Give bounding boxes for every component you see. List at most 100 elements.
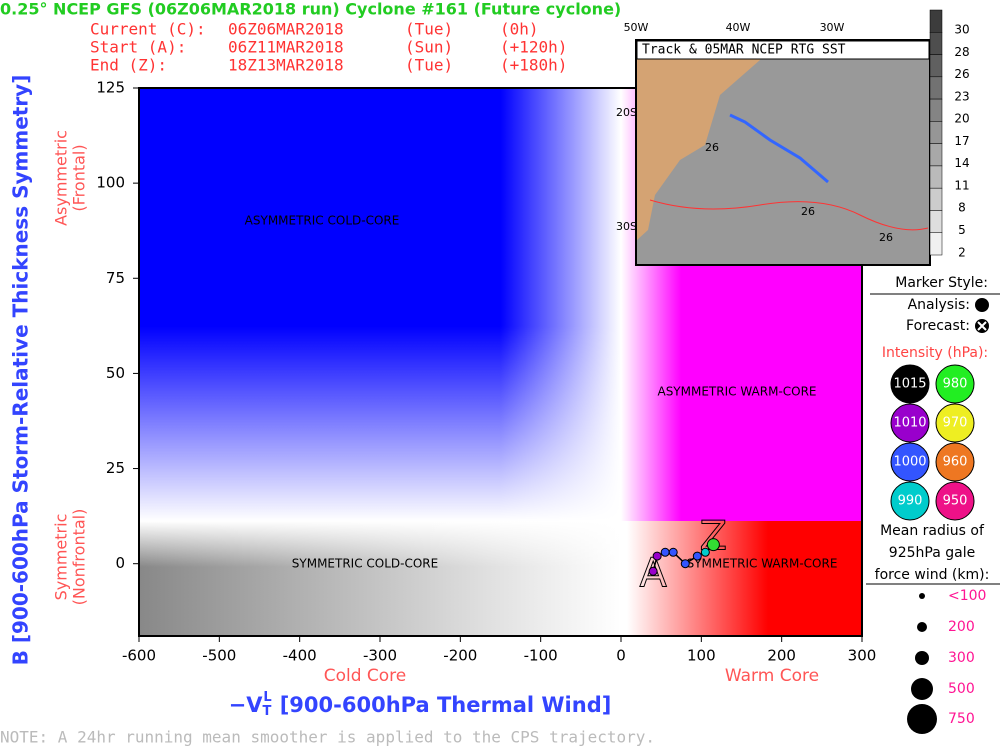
radius-label: 300 — [948, 650, 975, 666]
radius-label: 500 — [948, 681, 975, 697]
title: 0.25° NCEP GFS (06Z06MAR2018 run) Cyclon… — [0, 0, 621, 19]
colorbar-label: 30 — [954, 23, 969, 37]
map-land — [637, 41, 760, 240]
intensity-swatch — [935, 481, 975, 521]
colorbar-label: 14 — [954, 156, 969, 170]
intensity-swatch — [890, 403, 930, 443]
colorbar-label: 23 — [954, 89, 969, 103]
x-label-text: [900-600hPa Thermal Wind] — [280, 693, 612, 717]
colorbar-cell — [929, 187, 943, 211]
lon-label: 40W — [726, 21, 751, 34]
plot-frame — [138, 87, 863, 637]
x-tick-label: -200 — [443, 647, 477, 665]
contour-label: 26 — [879, 231, 893, 244]
quadrant-label: ASYMMETRIC WARM-CORE — [657, 385, 816, 399]
contour-label: 26 — [801, 205, 815, 218]
legend-title: Marker Style: — [895, 275, 988, 291]
y-side-label: (Frontal) — [70, 144, 89, 211]
colorbar-cell — [929, 98, 943, 122]
intensity-label: 1015 — [893, 377, 926, 392]
inset-title: Track & 05MAR NCEP RTG SST — [642, 43, 846, 58]
colorbar-cell — [929, 165, 943, 189]
plot: 0 25 50 75 100 125 -600 -500 -400 -300 -200 -100 0 10… — [96, 79, 876, 665]
quadrant-fade — [139, 521, 621, 636]
colorbar-label: 11 — [954, 178, 969, 192]
info-text: (Tue) — [405, 20, 453, 39]
legend-title: force wind (km): — [875, 567, 990, 583]
colorbar-label: 20 — [954, 112, 969, 126]
info-text: 06Z11MAR2018 — [228, 38, 344, 57]
quadrant-label: SYMMETRIC WARM-CORE — [687, 557, 838, 571]
intensity-swatch — [935, 442, 975, 482]
colorbar-label: 28 — [954, 45, 969, 59]
x-tick-label: 200 — [767, 647, 796, 665]
inset-map: Track & 05MAR NCEP RTG SST 50W 40W 30W 2… — [616, 9, 970, 266]
intensity-label: 1010 — [893, 416, 926, 431]
legend: Marker Style: Analysis: Forecast: Intensity… — [866, 275, 1000, 734]
x-tick-label: -600 — [122, 647, 156, 665]
intensity-label: 980 — [943, 377, 968, 392]
intensity-label: 1000 — [893, 455, 926, 470]
legend-title: Intensity (hPa): — [882, 345, 988, 361]
radius-swatch — [915, 651, 929, 665]
colorbar-cell — [929, 9, 943, 33]
info-text: Current (C): — [90, 20, 206, 39]
track-point — [648, 566, 658, 576]
track-point — [692, 551, 702, 561]
colorbar: 30 28 26 23 20 17 14 11 8 5 2 — [929, 9, 970, 259]
info-text: (0h) — [500, 20, 539, 39]
info-text: (+180h) — [500, 56, 567, 75]
x-tick-label: -300 — [363, 647, 397, 665]
legend-text: Forecast: — [906, 318, 970, 334]
radius-swatch — [917, 622, 927, 632]
colorbar-cell — [929, 76, 943, 100]
quadrant-label: SYMMETRIC COLD-CORE — [292, 557, 438, 571]
inset-title-box — [636, 40, 930, 60]
colorbar-cell — [929, 54, 943, 78]
lat-label: 30S — [616, 220, 637, 233]
radius-swatch — [911, 678, 933, 700]
intensity-swatch — [890, 442, 930, 482]
radius-label: 200 — [948, 619, 975, 635]
track-point — [668, 547, 678, 557]
y-side-label: (Nonfrontal) — [70, 509, 89, 606]
lon-label: 30W — [820, 21, 845, 34]
intensity-label: 970 — [943, 416, 968, 431]
radius-swatch — [919, 593, 925, 599]
quadrant-fill — [627, 521, 862, 636]
x-tick-label: -100 — [524, 647, 558, 665]
lon-label: 50W — [624, 21, 649, 34]
y-tick-label: 100 — [96, 174, 125, 192]
colorbar-cell — [929, 210, 943, 233]
track-point — [680, 559, 690, 569]
legend-symbol — [975, 298, 989, 312]
info: Current (C): 06Z06MAR2018 (Tue) (0h) Start (… — [90, 20, 567, 75]
track-point — [700, 547, 710, 557]
info-text: (Sun) — [405, 38, 453, 57]
colorbar-label: 8 — [958, 201, 966, 215]
info-text: 06Z06MAR2018 — [228, 20, 344, 39]
colorbar-label: 2 — [958, 245, 966, 259]
legend-title: Mean radius of — [880, 523, 985, 539]
sst-contour — [649, 199, 929, 231]
x-tick-label: 100 — [687, 647, 716, 665]
quadrant-label: ASYMMETRIC COLD-CORE — [245, 214, 400, 228]
x-tick-label: -400 — [283, 647, 317, 665]
x-label-sub: T — [263, 704, 272, 719]
colorbar-cell — [929, 32, 943, 55]
colorbar-label: 5 — [958, 223, 966, 237]
x-tick-label: -500 — [202, 647, 236, 665]
intensity-swatch — [935, 364, 975, 404]
track-point — [652, 551, 662, 561]
note: NOTE: A 24hr running mean smoother is ap… — [0, 728, 655, 747]
x-label-symbol: −V — [229, 693, 264, 717]
colorbar-cell — [929, 121, 943, 144]
colorbar-label: 26 — [954, 67, 969, 81]
x-tick-label: 300 — [848, 647, 877, 665]
legend-title: 925hPa gale — [889, 545, 975, 561]
info-text: Start (A): — [90, 38, 186, 57]
y-tick-label: 25 — [106, 459, 125, 477]
y-tick-label: 75 — [106, 269, 125, 287]
x-axis-label: −VTL [900-600hPa Thermal Wind] — [229, 690, 612, 719]
